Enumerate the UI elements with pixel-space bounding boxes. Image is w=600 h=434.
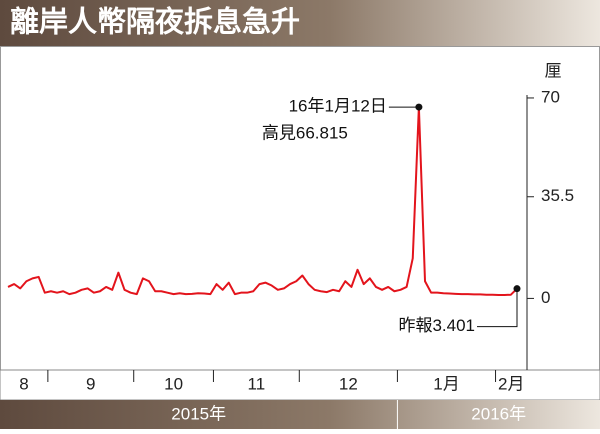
annotation: 16年1月12日: [289, 97, 387, 116]
x-tick-label: 10: [164, 374, 183, 393]
year-band: [0, 400, 600, 429]
data-line: [7, 106, 518, 296]
y-tick-label: 35.5: [541, 186, 574, 205]
title-bar: [0, 0, 600, 46]
year-label: 2016年: [471, 404, 526, 423]
month-band: [0, 369, 600, 401]
y-tick-label: 70: [541, 87, 560, 106]
chart-title: 離岸人幣隔夜拆息急升: [10, 5, 300, 39]
x-tick-label: 2月: [498, 374, 524, 393]
annotation: 高見66.815: [262, 124, 348, 143]
y-tick-label: 0: [541, 288, 550, 307]
annotation: 昨報3.401: [398, 316, 475, 335]
x-tick-label: 1月: [433, 374, 459, 393]
x-tick-label: 9: [86, 374, 95, 393]
unit-label: 厘: [545, 61, 562, 80]
year-label: 2015年: [171, 404, 226, 423]
x-tick-label: 11: [248, 374, 266, 393]
x-tick-label: 8: [19, 374, 28, 393]
leader-line: [477, 288, 518, 328]
x-tick-label: 12: [339, 374, 358, 393]
